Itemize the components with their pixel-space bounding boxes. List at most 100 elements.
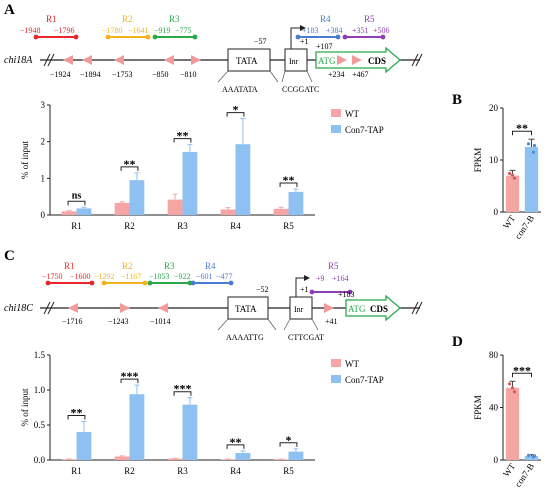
region-label: R1 <box>46 14 57 24</box>
y-tick-label: 10 <box>489 155 499 165</box>
region-label: R4 <box>320 14 331 24</box>
panel-label-d: D <box>452 334 463 350</box>
panel-label-c: C <box>4 248 15 264</box>
site-pos: +467 <box>352 70 369 79</box>
legend-swatch <box>331 109 341 117</box>
x-tick-label: R1 <box>71 221 82 231</box>
significance-bracket <box>173 138 192 143</box>
y-tick-label: 0 <box>494 455 499 465</box>
significance-label: ** <box>230 435 242 449</box>
region-label: R5 <box>364 14 375 24</box>
region-r2: R2 −1780 −1641 <box>102 14 151 40</box>
tss-arrow-icon <box>295 277 304 297</box>
inr-sequence: CCGGATC <box>282 85 319 94</box>
data-point <box>532 454 537 458</box>
bar-wt <box>61 211 77 215</box>
significance-label: * <box>233 103 239 117</box>
tss-2-label: +107 <box>316 42 333 51</box>
binding-site-triangle <box>191 55 201 65</box>
region-label: R1 <box>64 261 75 271</box>
region-r3: R3 −1053 −922 <box>147 261 193 286</box>
data-point <box>526 142 531 146</box>
data-point <box>531 150 536 154</box>
region-end: +164 <box>332 274 349 283</box>
site-pos: +234 <box>328 70 345 79</box>
site-pos: −810 <box>180 70 197 79</box>
tata-position: −57 <box>254 37 267 46</box>
bar-wt <box>61 459 77 460</box>
data-point <box>512 390 517 394</box>
gene-name: chi18C <box>4 303 33 314</box>
region-end: −1641 <box>128 26 149 35</box>
y-tick-label: 1.0 <box>34 385 46 395</box>
region-end: −1600 <box>70 272 91 281</box>
extra-position: +183 <box>338 290 355 299</box>
region-label: R2 <box>122 14 133 24</box>
region-r5: R5 +9 +164 <box>309 261 353 295</box>
bar-con7-tap <box>76 208 92 215</box>
data-point <box>510 173 515 177</box>
bar-wt <box>114 456 130 460</box>
cds-label: CDS <box>370 304 388 314</box>
significance-bracket <box>512 130 532 136</box>
region-end: −922 <box>174 272 191 281</box>
chart-c-chip: 0.00.51.01.5% of inputR1**R2***R3***R4**… <box>20 350 384 476</box>
region-start: −1750 <box>42 272 63 281</box>
binding-site-triangle <box>352 55 362 65</box>
inr-box <box>284 48 308 72</box>
line-break-right <box>411 53 423 67</box>
region-label: R3 <box>169 14 180 24</box>
bar-con7-tap <box>129 180 145 215</box>
region-r4: R4 −601 −477 <box>190 261 234 286</box>
region-start: −1053 <box>149 272 170 281</box>
significance-bracket <box>173 391 192 396</box>
y-tick-label: 1.5 <box>34 350 46 360</box>
significance-bracket <box>120 378 139 384</box>
significance-bracket <box>512 372 532 378</box>
legend-label: WT <box>345 359 359 369</box>
y-tick-label: 2 <box>41 137 46 147</box>
region-r3: R3 −919 −775 <box>152 14 198 40</box>
y-axis-label: % of input <box>20 388 30 426</box>
legend-label: Con7-TAP <box>345 375 384 385</box>
significance-label: * <box>286 433 292 447</box>
tata-label: TATA <box>236 56 258 66</box>
y-tick-label: 80 <box>489 350 499 360</box>
bar <box>524 456 539 460</box>
legend-swatch <box>331 359 341 367</box>
x-tick-label: con7-B <box>513 461 536 488</box>
inr-label: Inr <box>294 305 304 314</box>
x-tick-label: R4 <box>230 221 241 231</box>
y-axis-label: % of input <box>20 141 30 179</box>
region-start: +9 <box>316 274 325 283</box>
significance-bracket <box>67 415 86 420</box>
inr-label: Inr <box>289 57 299 66</box>
significance-label: *** <box>174 382 192 396</box>
significance-bracket <box>120 166 139 171</box>
data-point <box>510 386 515 390</box>
inr-box <box>289 296 313 320</box>
region-end: +506 <box>373 26 390 35</box>
data-point <box>507 382 512 386</box>
region-start: −1780 <box>102 26 123 35</box>
site-pos: −1014 <box>150 317 171 326</box>
region-label: R4 <box>205 261 216 271</box>
significance-label: ** <box>177 129 189 143</box>
significance-label: ** <box>516 121 528 135</box>
legend-label: WT <box>345 109 359 119</box>
region-r4: R4 +183 +384 <box>295 14 343 40</box>
bar-con7-tap <box>129 394 145 460</box>
bar-wt <box>167 458 183 460</box>
binding-site-triangle <box>164 55 174 65</box>
region-label: R3 <box>164 261 175 271</box>
cds-arrow <box>345 294 401 322</box>
region-start: −919 <box>154 26 171 35</box>
chart-a-chip: 0 1 2 3 % of input R1 ns R2 ** R3 ** R4 * R5 ** WT Con7-… <box>20 100 384 231</box>
bar <box>505 387 520 460</box>
binding-site-triangle <box>68 303 78 313</box>
binding-site-triangle <box>120 303 130 313</box>
binding-site-triangle <box>158 303 168 313</box>
